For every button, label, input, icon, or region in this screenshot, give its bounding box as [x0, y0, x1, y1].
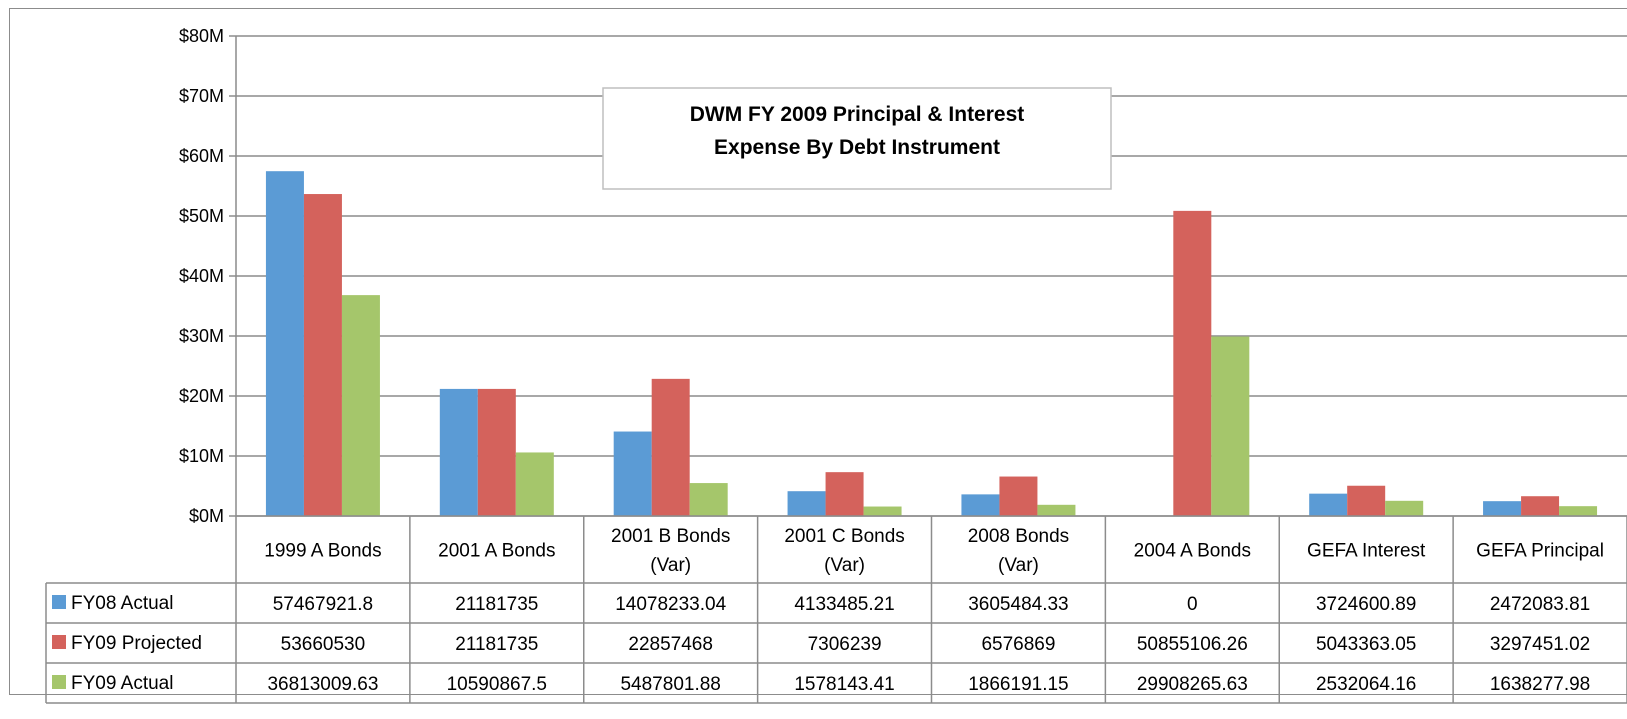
y-tick-label: $20M [179, 386, 224, 406]
legend-label: FY09 Projected [71, 633, 202, 654]
category-label: 2004 A Bonds [1134, 541, 1251, 562]
bar-fy08-actual [1309, 493, 1348, 516]
y-tick-label: $70M [179, 86, 224, 106]
y-axis-tick-labels: $0M $10M $20M $30M $40M $50M $60M $70M $80M [179, 26, 224, 526]
table-cell-value: 5487801.88 [620, 674, 720, 695]
table-cell-value: 3724600.89 [1316, 594, 1416, 615]
category-label: 1999 A Bonds [264, 541, 381, 562]
chart-title-line-1: DWM FY 2009 Principal & Interest [690, 103, 1025, 126]
category-label: GEFA Interest [1307, 541, 1426, 562]
category-label: (Var) [998, 555, 1039, 576]
title-box [602, 87, 1112, 190]
bar-fy08-actual [265, 171, 304, 516]
category-label: 2001 C Bonds [784, 526, 904, 547]
chart-title-line-2: Expense By Debt Instrument [714, 136, 1000, 159]
category-label: (Var) [650, 555, 691, 576]
table-cell-value: 50855106.26 [1137, 634, 1248, 655]
bar-fy09-projected [477, 388, 516, 516]
category-label: 2001 B Bonds [611, 526, 730, 547]
bar-fy09-projected [999, 476, 1038, 516]
table-cell-value: 4133485.21 [794, 594, 894, 615]
category-label: (Var) [824, 555, 865, 576]
category-label: 2001 A Bonds [438, 541, 555, 562]
bar-fy09-projected [303, 194, 342, 517]
bar-fy08-actual [1483, 501, 1522, 516]
bar-fy09-projected [1347, 485, 1386, 516]
table-cell-value: 10590867.5 [447, 674, 547, 695]
table-cell-value: 53660530 [281, 634, 366, 655]
y-tick-label: $30M [179, 326, 224, 346]
legend-label: FY08 Actual [71, 593, 173, 614]
bar-fy08-actual [439, 388, 478, 516]
category-label: 2008 Bonds [968, 526, 1069, 547]
data-table: 1999 A Bonds 2001 A Bonds 2001 B Bonds (Var… [45, 515, 1627, 704]
y-tick-label: $80M [179, 26, 224, 46]
bar-fy08-actual [787, 491, 826, 516]
bar-fy08-actual [961, 494, 1000, 516]
y-tick-label: $40M [179, 266, 224, 286]
bar-fy09-projected [651, 378, 690, 516]
bar-fy09-actual [1385, 500, 1424, 516]
table-cell-value: 29908265.63 [1137, 674, 1248, 695]
bar-fy09-actual [1559, 506, 1598, 516]
bar-fy09-actual [863, 506, 902, 516]
y-tick-label: $0M [189, 506, 224, 526]
bar-fy09-actual [1037, 504, 1076, 516]
chart-title-box: DWM FY 2009 Principal & Interest Expense… [602, 87, 1112, 190]
bar-fy09-actual [515, 452, 554, 516]
bars [265, 171, 1598, 517]
legend-swatch [52, 595, 66, 609]
category-label: GEFA Principal [1476, 541, 1604, 562]
table-cell-value: 57467921.8 [273, 594, 373, 615]
table-cell-value: 1578143.41 [794, 674, 894, 695]
y-tick-label: $50M [179, 206, 224, 226]
table-cell-value: 0 [1187, 594, 1198, 615]
legend-label: FY09 Actual [71, 673, 173, 694]
bar-fy09-actual [1211, 336, 1250, 516]
table-cell-value: 2532064.16 [1316, 674, 1416, 695]
table-cell-value: 21181735 [455, 594, 538, 615]
legend-swatch [52, 635, 66, 649]
table-cell-value: 5043363.05 [1316, 634, 1416, 655]
table-cell-value: 36813009.63 [267, 674, 378, 695]
table-cell-value: 6576869 [981, 634, 1055, 655]
table-cell-value: 3605484.33 [968, 594, 1068, 615]
bar-fy09-actual [341, 295, 380, 516]
table-cell-value: 2472083.81 [1490, 594, 1590, 615]
y-tick-label: $60M [179, 146, 224, 166]
table-cell-value: 7306239 [808, 634, 882, 655]
bar-fy09-projected [1173, 210, 1212, 516]
table-cell-value: 1638277.98 [1490, 674, 1590, 695]
table-cell-value: 3297451.02 [1490, 634, 1590, 655]
bar-fy09-projected [825, 472, 864, 516]
bar-fy09-projected [1521, 496, 1560, 516]
legend-swatch [52, 675, 66, 689]
bar-fy09-actual [689, 483, 728, 516]
table-cell-value: 21181735 [455, 634, 538, 655]
bar-fy08-actual [613, 431, 652, 516]
table-cell-value: 22857468 [628, 634, 713, 655]
y-tick-label: $10M [179, 446, 224, 466]
table-cell-value: 1866191.15 [968, 674, 1068, 695]
table-cell-value: 14078233.04 [615, 594, 726, 615]
